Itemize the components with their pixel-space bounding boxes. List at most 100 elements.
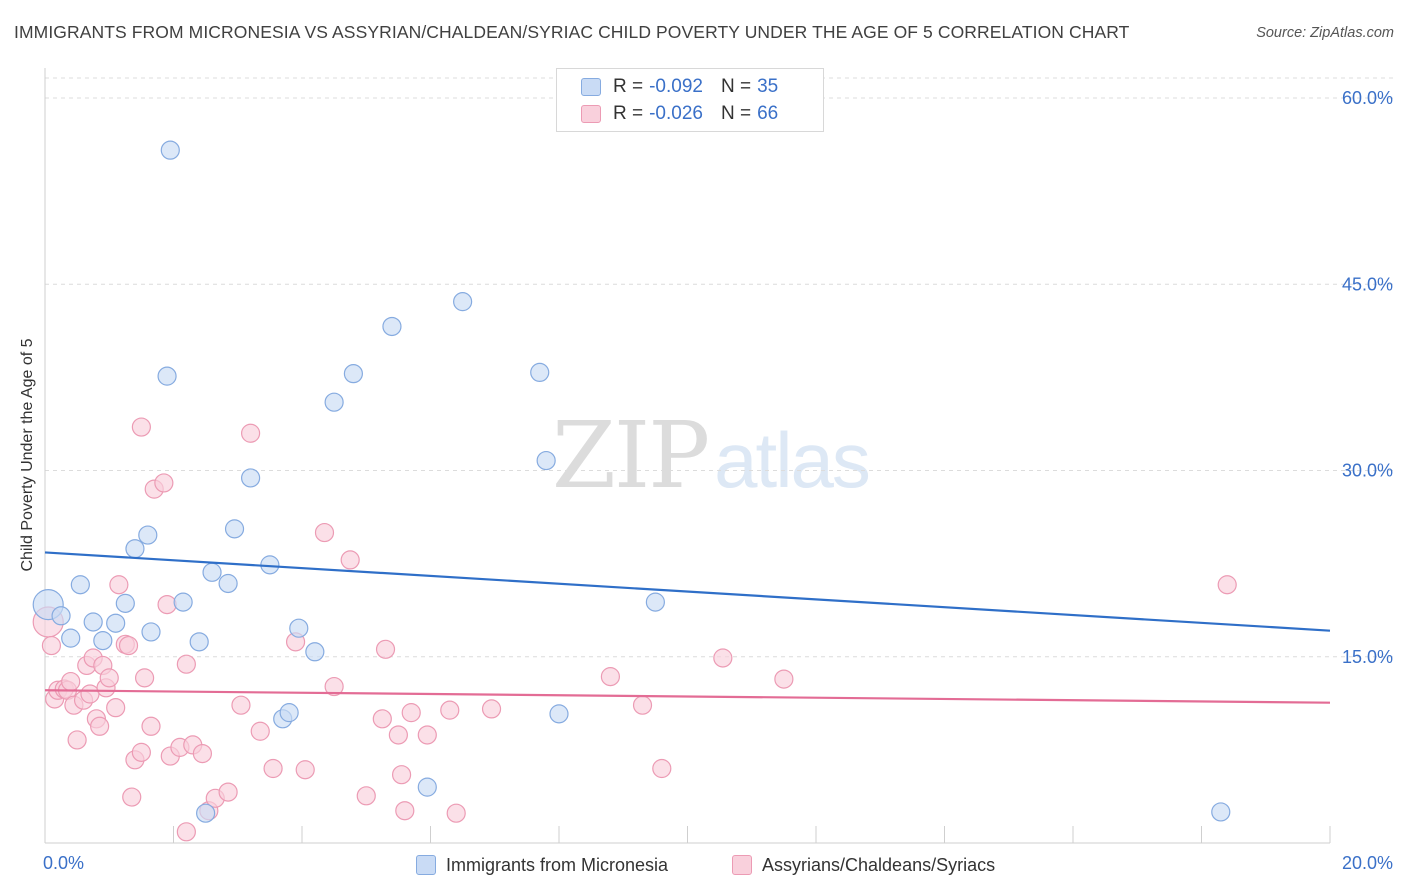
point-assyrian [713,648,733,668]
point-micronesia [453,292,473,312]
point-assyrian [241,423,261,443]
point-assyrian [314,522,335,543]
point-assyrian [134,668,155,688]
watermark-atlas: atlas [714,416,871,504]
data-points [32,140,1237,842]
watermark: ZIPatlas [552,402,871,509]
point-micronesia [196,803,216,823]
point-micronesia [115,593,135,613]
point-assyrian [446,803,466,823]
legend-swatch-blue [581,78,601,96]
chart-title: IMMIGRANTS FROM MICRONESIA VS ASSYRIAN/C… [14,22,1130,42]
point-assyrian [391,765,412,785]
bottom-legend-swatch-blue [416,855,436,875]
point-micronesia [536,450,556,471]
point-assyrian [131,742,151,762]
watermark-zip: ZIP [552,402,710,509]
legend-row-micronesia: R = -0.092 N = 35 [581,73,778,101]
point-assyrian [131,417,151,437]
point-assyrian [356,786,376,806]
point-assyrian [440,700,460,720]
point-micronesia [645,592,665,612]
point-micronesia [83,612,103,632]
legend-n-value: 66 [757,103,779,124]
point-assyrian [295,760,315,780]
point-micronesia [218,573,238,594]
bottom-legend-label: Immigrants from Micronesia [446,854,669,875]
point-assyrian [1217,575,1237,595]
point-micronesia [1211,802,1231,822]
legend-r-value: -0.092 [649,76,703,97]
point-assyrian [375,639,396,659]
point-assyrian [652,758,672,779]
y-tick-label: 45.0% [1342,274,1393,294]
point-assyrian [157,594,177,615]
point-assyrian [218,782,238,802]
point-micronesia [289,618,309,638]
point-micronesia [224,519,245,539]
point-micronesia [305,642,325,662]
y-tick-label: 30.0% [1342,461,1393,481]
point-micronesia [70,575,90,595]
x-tick-label: 0.0% [43,853,84,873]
point-assyrian [481,699,502,719]
bottom-legend-swatch-pink [732,855,752,875]
point-micronesia [141,622,161,642]
legend-row-assyrian: R = -0.026 N = 66 [581,100,778,128]
source-label: Source: ZipAtlas.com [1256,25,1394,41]
bottom-legend-micronesia: Immigrants from Micronesia [416,852,668,878]
point-assyrian [395,801,415,821]
point-assyrian [231,695,251,715]
point-assyrian [41,635,62,656]
point-micronesia [549,704,569,724]
point-micronesia [51,606,71,626]
point-micronesia [189,632,209,652]
point-micronesia [202,562,222,582]
legend-swatch-pink [581,105,601,123]
point-assyrian [154,473,174,493]
legend-r-label: R = [613,103,644,124]
point-micronesia [138,525,158,545]
point-micronesia [61,628,81,648]
y-tick-label: 15.0% [1342,647,1393,667]
point-assyrian [401,703,421,723]
point-assyrian [67,730,87,750]
point-micronesia [343,364,363,384]
point-assyrian [324,676,344,697]
point-assyrian [61,671,81,692]
point-assyrian [632,695,653,715]
point-micronesia [125,539,145,559]
point-assyrian [122,787,142,807]
y-axis-label: Child Poverty Under the Age of 5 [19,338,36,572]
point-assyrian [417,725,437,745]
trend-lines [44,551,1331,704]
point-assyrian [90,716,110,736]
point-micronesia [93,631,113,651]
point-micronesia [241,468,261,488]
trend-line-micronesia [44,551,1331,632]
point-assyrian [600,667,621,687]
point-assyrian [263,758,283,779]
point-assyrian [141,716,161,736]
legend-n-label: N = [720,103,752,124]
point-assyrian [340,550,360,570]
point-assyrian [118,635,139,656]
point-micronesia [173,592,193,612]
legend-n-label: N = [720,76,752,97]
bottom-legend-assyrian: Assyrians/Chaldeans/Syriacs [732,852,995,878]
point-micronesia [417,777,437,797]
point-assyrian [99,668,119,688]
bottom-legend-label: Assyrians/Chaldeans/Syriacs [762,854,996,875]
trend-line-assyrian [44,689,1331,704]
tick-labels: 15.0% 30.0% 45.0% 60.0% 0.0% 20.0% [43,88,1393,873]
point-assyrian [192,743,213,764]
grid [45,77,1395,658]
point-micronesia [157,366,177,386]
y-tick-label: 60.0% [1342,88,1393,108]
point-assyrian [176,822,196,842]
point-micronesia [106,613,126,633]
legend-r-label: R = [613,76,644,97]
point-assyrian [250,721,270,741]
point-assyrian [176,654,196,674]
